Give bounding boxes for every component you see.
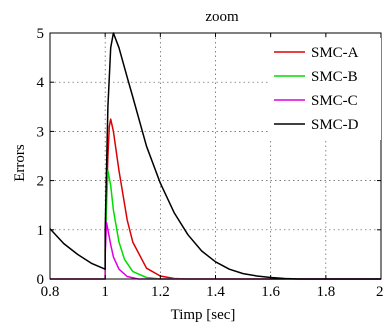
- chart-title: zoom: [205, 9, 239, 25]
- y-tick-label: 4: [37, 75, 45, 91]
- legend-label: SMC-B: [311, 69, 358, 85]
- legend-box: [269, 38, 381, 140]
- y-tick-label: 1: [37, 223, 45, 239]
- legend-label: SMC-C: [311, 93, 358, 109]
- x-tick-label: 1: [101, 284, 109, 300]
- series-line-smc-c: [50, 221, 381, 280]
- legend-label: SMC-A: [311, 45, 359, 61]
- x-tick-label: 1.8: [316, 284, 335, 300]
- x-axis: 0.8 1 1.2 1.4 1.6 1.8 2: [41, 33, 383, 300]
- x-tick-label: 2: [376, 284, 383, 300]
- x-axis-label: Timp [sec]: [171, 307, 236, 323]
- legend: SMC-A SMC-B SMC-C SMC-D: [269, 38, 381, 140]
- series-group: [49, 32, 381, 280]
- series-line-smc-a: [50, 118, 381, 280]
- x-tick-label: 1.2: [151, 284, 170, 300]
- y-tick-label: 5: [37, 26, 45, 42]
- y-tick-label: 2: [37, 174, 45, 190]
- x-tick-label: 0.8: [41, 284, 60, 300]
- y-axis-label: Errors: [12, 144, 28, 182]
- y-tick-label: 3: [37, 124, 45, 140]
- x-tick-label: 1.6: [261, 284, 280, 300]
- legend-label: SMC-D: [311, 117, 359, 133]
- series-line-smc-d: [49, 32, 381, 280]
- x-tick-label: 1.4: [206, 284, 225, 300]
- y-tick-label: 0: [37, 272, 45, 288]
